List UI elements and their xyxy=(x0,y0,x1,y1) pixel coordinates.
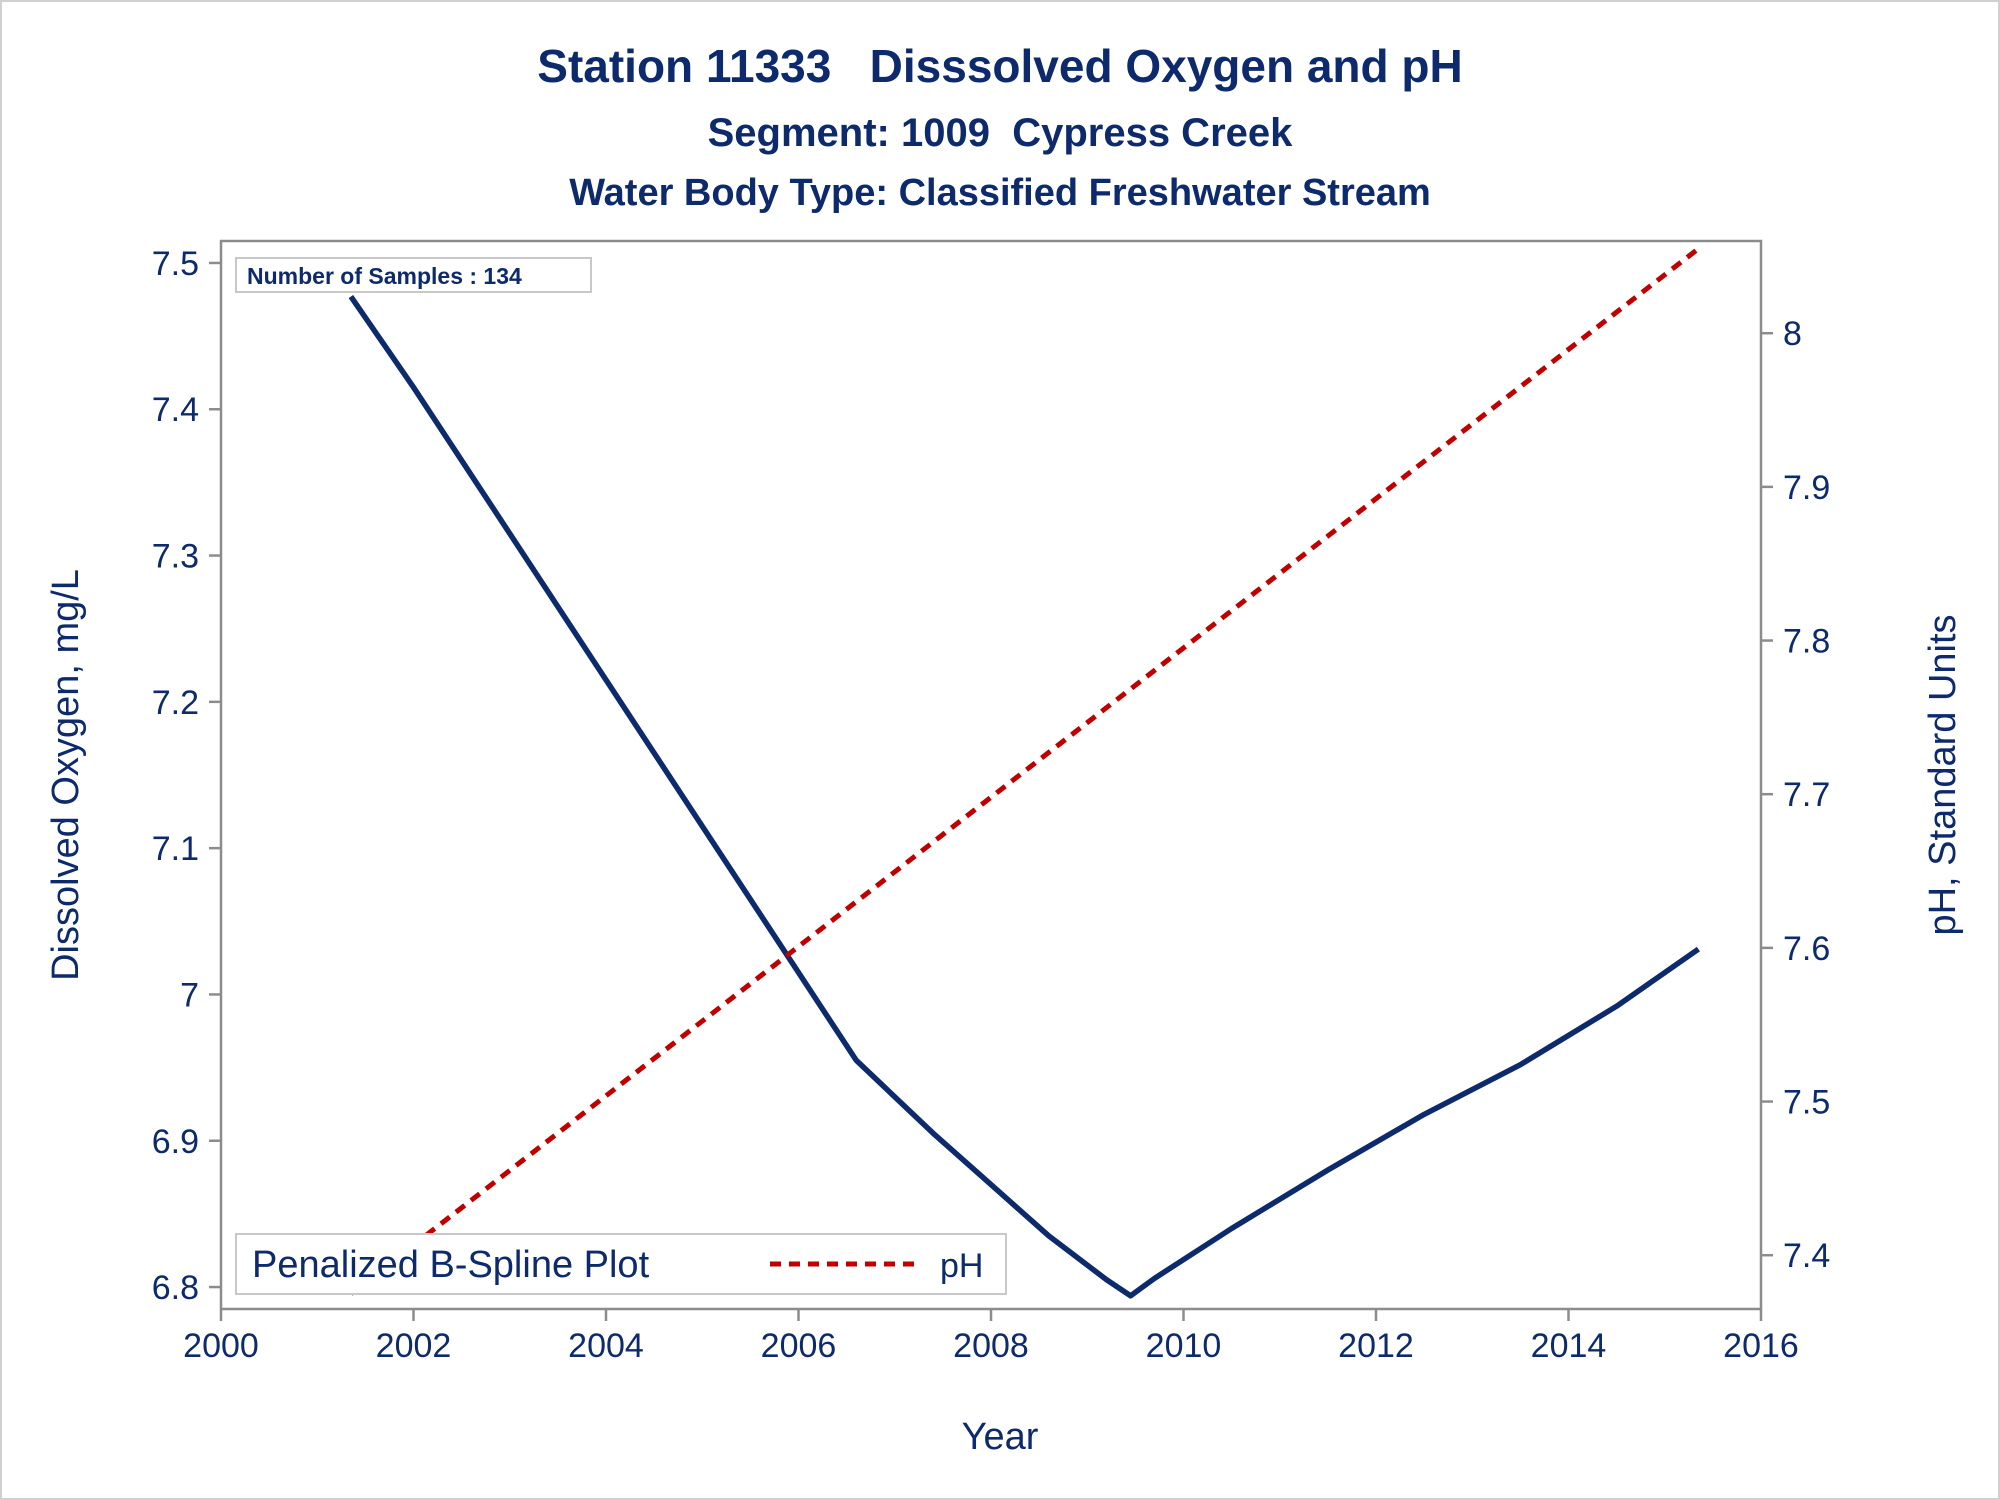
x-tick-label: 2010 xyxy=(1146,1327,1222,1365)
y-tick-label: 7.2 xyxy=(152,684,199,722)
chart-subtitle: Segment: 1009 Cypress Creek xyxy=(708,111,1294,155)
y2-tick-label: 7.9 xyxy=(1783,469,1830,507)
y2-tick-label: 8 xyxy=(1783,315,1802,353)
x-tick-label: 2006 xyxy=(761,1327,837,1365)
y-tick-label: 7.1 xyxy=(152,830,199,868)
axis-ticks: 2000 2002 2004 2006 2008 2010 2012 2014 2016 6.8 6… xyxy=(152,245,1831,1365)
series-layer xyxy=(348,246,1700,1299)
x-tick-label: 2004 xyxy=(568,1327,644,1365)
y2-tick-label: 7.6 xyxy=(1783,930,1830,968)
y-axis-label: Dissolved Oxygen, mg/L xyxy=(45,569,87,981)
y-tick-label: 7.4 xyxy=(152,391,199,429)
y2-tick-label: 7.5 xyxy=(1783,1084,1830,1122)
x-axis-label: Year xyxy=(962,1416,1039,1458)
x-tick-label: 2014 xyxy=(1531,1327,1607,1365)
y-tick-label: 7 xyxy=(180,976,199,1014)
y-tick-label: 7.5 xyxy=(152,245,199,283)
sample-count-box: Number of Samples : 134 xyxy=(235,257,592,293)
x-tick-label: 2008 xyxy=(953,1327,1029,1365)
y2-tick-label: 7.8 xyxy=(1783,623,1830,661)
y2-tick-label: 7.7 xyxy=(1783,776,1830,814)
x-tick-label: 2016 xyxy=(1723,1327,1799,1365)
series-ph-line xyxy=(349,246,1700,1296)
chart-subtitle-2: Water Body Type: Classified Freshwater S… xyxy=(569,172,1431,214)
y-tick-label: 6.8 xyxy=(152,1269,199,1307)
legend: Penalized B-Spline Plot pH xyxy=(235,1233,1007,1295)
y-tick-label: 6.9 xyxy=(152,1123,199,1161)
sample-count-label: Number of Samples : 134 xyxy=(247,263,522,289)
y2-axis-label: pH, Standard Units xyxy=(1922,614,1964,935)
legend-box xyxy=(235,1233,1007,1295)
legend-title: Penalized B-Spline Plot xyxy=(252,1244,650,1286)
series-dissolved-oxygen-line xyxy=(348,295,1700,1299)
plot-area xyxy=(219,239,1763,1311)
y2-tick-label: 7.4 xyxy=(1783,1237,1830,1275)
chart-title: Station 11333 Disssolved Oxygen and pH xyxy=(537,40,1462,92)
x-tick-label: 2002 xyxy=(376,1327,452,1365)
legend-entry-ph: pH xyxy=(940,1247,983,1285)
x-tick-label: 2000 xyxy=(183,1327,259,1365)
y-tick-label: 7.3 xyxy=(152,538,199,576)
x-tick-label: 2012 xyxy=(1338,1327,1414,1365)
